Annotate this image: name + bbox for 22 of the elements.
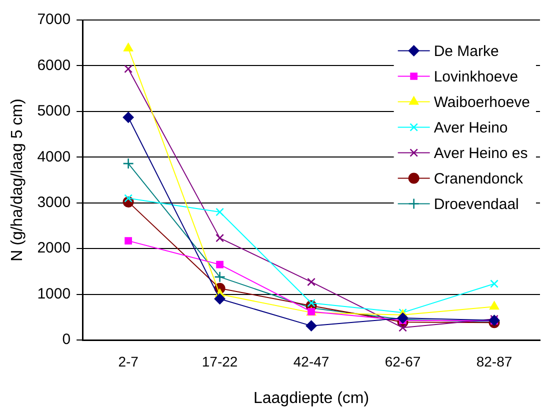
legend-label: Aver Heino es: [434, 144, 528, 162]
y-tick-label: 5000: [37, 102, 71, 120]
x-tick-label: 82-87: [476, 353, 512, 370]
legend-label: Aver Heino: [434, 119, 508, 136]
legend-label: De Marke: [434, 42, 499, 60]
legend-label: Waiboerhoeve: [434, 94, 530, 111]
x-tick-label: 62-67: [384, 353, 421, 370]
legend-label: Cranendonck: [434, 170, 524, 188]
y-tick-label: 3000: [37, 194, 71, 211]
y-tick-label: 1000: [37, 285, 71, 302]
y-tick-label: 2000: [37, 240, 71, 257]
x-tick-label: 42-47: [293, 353, 330, 370]
legend-label: Lovinkhoeve: [434, 68, 518, 86]
x-tick-label: 2-7: [118, 353, 139, 370]
y-tick-label: 4000: [37, 148, 71, 166]
y-tick-label: 0: [62, 331, 71, 348]
y-axis-title: N (g/ha/dag/laag 5 cm): [9, 98, 26, 262]
legend-label: Droevendaal: [434, 196, 519, 213]
y-tick-label: 7000: [37, 11, 71, 28]
x-axis-title: Laagdiepte (cm): [253, 390, 370, 407]
x-tick-label: 17-22: [202, 353, 238, 370]
y-tick-label: 6000: [37, 56, 71, 74]
